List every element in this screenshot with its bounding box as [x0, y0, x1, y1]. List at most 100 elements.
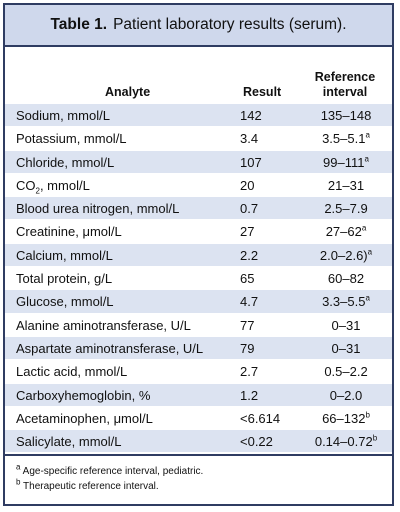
cell-reference: 27–62a	[310, 224, 382, 239]
reference-value: 0–31	[331, 317, 361, 333]
footnote-b: b Therapeutic reference interval.	[16, 477, 392, 494]
cell-result: 2.2	[240, 247, 259, 263]
footnote-marker: a	[365, 130, 370, 140]
cell-result: 1.2	[240, 387, 259, 403]
cell-analyte: Potassium, mmol/L	[16, 131, 127, 147]
footnote-a: a Age-specific reference interval, pedia…	[16, 462, 392, 479]
cell-reference: 99–111a	[310, 155, 382, 170]
cell-result: 65	[240, 271, 255, 287]
cell-reference: 21–31	[310, 178, 382, 193]
table-row: Chloride, mmol/L 107 99–111a	[5, 150, 392, 174]
cell-analyte: Acetaminophen, μmol/L	[16, 410, 153, 426]
cell-reference: 0.5–2.2	[310, 364, 382, 379]
table-row: Salicylate, mmol/L <0.22 0.14–0.72b	[5, 430, 392, 454]
table-row: Aspartate aminotransferase, U/L 79 0–31	[5, 336, 392, 361]
reference-value: 3.5–5.1	[322, 131, 366, 147]
cell-reference: 0–31	[310, 318, 382, 333]
cell-reference: 3.3–5.5a	[310, 294, 382, 309]
table-row: Creatinine, μmol/L 27 27–62a	[5, 220, 392, 244]
cell-reference: 3.5–5.1a	[310, 131, 382, 146]
footnote-marker: b	[372, 433, 378, 443]
footnote-marker: a	[364, 154, 369, 164]
analyte-subscript: 2	[35, 186, 40, 196]
table-caption: Patient laboratory results (serum).	[113, 16, 347, 33]
footnote-marker: a	[367, 247, 373, 257]
reference-value: 2.5–7.9	[324, 201, 368, 217]
cell-analyte: Lactic acid, mmol/L	[16, 364, 128, 380]
reference-value: 60–82	[327, 271, 365, 287]
cell-reference: 66–132b	[310, 411, 382, 426]
column-header-result: Result	[243, 85, 282, 99]
cell-result: 142	[240, 108, 262, 123]
footnote-text: Age-specific reference interval, pediatr…	[20, 466, 204, 477]
cell-result: 77	[240, 317, 255, 333]
table-row: Lactic acid, mmol/L 2.7 0.5–2.2	[5, 360, 392, 384]
column-header-analyte: Analyte	[105, 85, 151, 99]
cell-analyte: Aspartate aminotransferase, U/L	[16, 340, 204, 356]
cell-result: <6.614	[240, 410, 281, 426]
table-footnotes: a Age-specific reference interval, pedia…	[5, 454, 392, 504]
footnote-mark: b	[16, 477, 21, 487]
reference-value: 0.5–2.2	[324, 364, 368, 380]
cell-reference: 0.14–0.72b	[310, 434, 382, 449]
footnote-text: Therapeutic reference interval.	[20, 481, 159, 492]
cell-result: 79	[240, 340, 255, 356]
table-title: Table 1. Patient laboratory results (ser…	[5, 5, 392, 47]
table-row: Sodium, mmol/L 142 135–148	[5, 104, 392, 128]
footnote-mark: a	[16, 462, 21, 472]
table-row: Blood urea nitrogen, mmol/L 0.7 2.5–7.9	[5, 197, 392, 221]
cell-analyte: Carboxyhemoglobin, %	[16, 387, 151, 403]
footnote-marker: a	[365, 294, 370, 304]
analyte-unit: , mmol/L	[39, 177, 90, 193]
cell-analyte: Chloride, mmol/L	[16, 154, 115, 170]
analyte-text: CO	[16, 177, 36, 193]
reference-value: 0–31	[331, 340, 361, 356]
table-row: CO2, mmol/L 20 21–31	[5, 173, 392, 198]
reference-value: 135–148	[320, 108, 372, 123]
cell-analyte: Alanine aminotransferase, U/L	[16, 317, 191, 333]
column-header-reference: Reference interval	[305, 70, 385, 100]
cell-reference: 0–31	[310, 341, 382, 356]
cell-result: 3.4	[240, 131, 259, 147]
cell-analyte: Total protein, g/L	[16, 271, 113, 287]
reference-value: 0.14–0.72	[314, 434, 373, 450]
footnote-marker: b	[365, 410, 370, 420]
lab-results-table: Table 1. Patient laboratory results (ser…	[3, 3, 394, 506]
footnote-marker: a	[361, 224, 367, 234]
cell-reference: 2.0–2.6)a	[310, 248, 382, 263]
table-row: Carboxyhemoglobin, % 1.2 0–2.0	[5, 383, 392, 407]
column-header-reference-line1: Reference	[314, 70, 376, 84]
cell-result: 0.7	[240, 201, 259, 217]
reference-value: 0–2.0	[329, 387, 363, 403]
table-row: Alanine aminotransferase, U/L 77 0–31	[5, 313, 392, 337]
cell-result: 107	[240, 154, 262, 170]
reference-value: 2.0–2.6)	[319, 247, 368, 263]
cell-reference: 0–2.0	[310, 388, 382, 403]
reference-value: 27–62	[325, 224, 362, 240]
cell-reference: 60–82	[310, 271, 382, 286]
cell-analyte: Calcium, mmol/L	[16, 247, 113, 263]
cell-analyte: Blood urea nitrogen, mmol/L	[16, 201, 180, 217]
cell-analyte: Sodium, mmol/L	[16, 108, 110, 123]
column-header-reference-line2: interval	[322, 85, 368, 99]
table-header: Analyte Result Reference interval	[5, 47, 392, 104]
cell-result: 2.7	[240, 364, 259, 380]
cell-result: 27	[240, 224, 255, 240]
table-row: Potassium, mmol/L 3.4 3.5–5.1a	[5, 127, 392, 151]
table-row: Calcium, mmol/L 2.2 2.0–2.6)a	[5, 243, 392, 268]
cell-analyte: CO2, mmol/L	[16, 177, 90, 196]
table-row: Acetaminophen, μmol/L <6.614 66–132b	[5, 406, 392, 431]
table-body: Sodium, mmol/L 142 135–148 Potassium, mmol/…	[5, 104, 392, 454]
reference-value: 66–132	[322, 410, 366, 426]
cell-analyte: Glucose, mmol/L	[16, 294, 114, 310]
reference-value: 21–31	[327, 177, 365, 193]
cell-reference: 135–148	[310, 108, 382, 123]
cell-analyte: Salicylate, mmol/L	[16, 434, 122, 450]
cell-result: 20	[240, 177, 255, 193]
table-row: Total protein, g/L 65 60–82	[5, 267, 392, 291]
table-row: Glucose, mmol/L 4.7 3.3–5.5a	[5, 290, 392, 314]
cell-analyte: Creatinine, μmol/L	[16, 224, 122, 240]
cell-result: 4.7	[240, 294, 259, 310]
reference-value: 3.3–5.5	[322, 294, 366, 310]
table-number: Table 1.	[50, 16, 108, 33]
